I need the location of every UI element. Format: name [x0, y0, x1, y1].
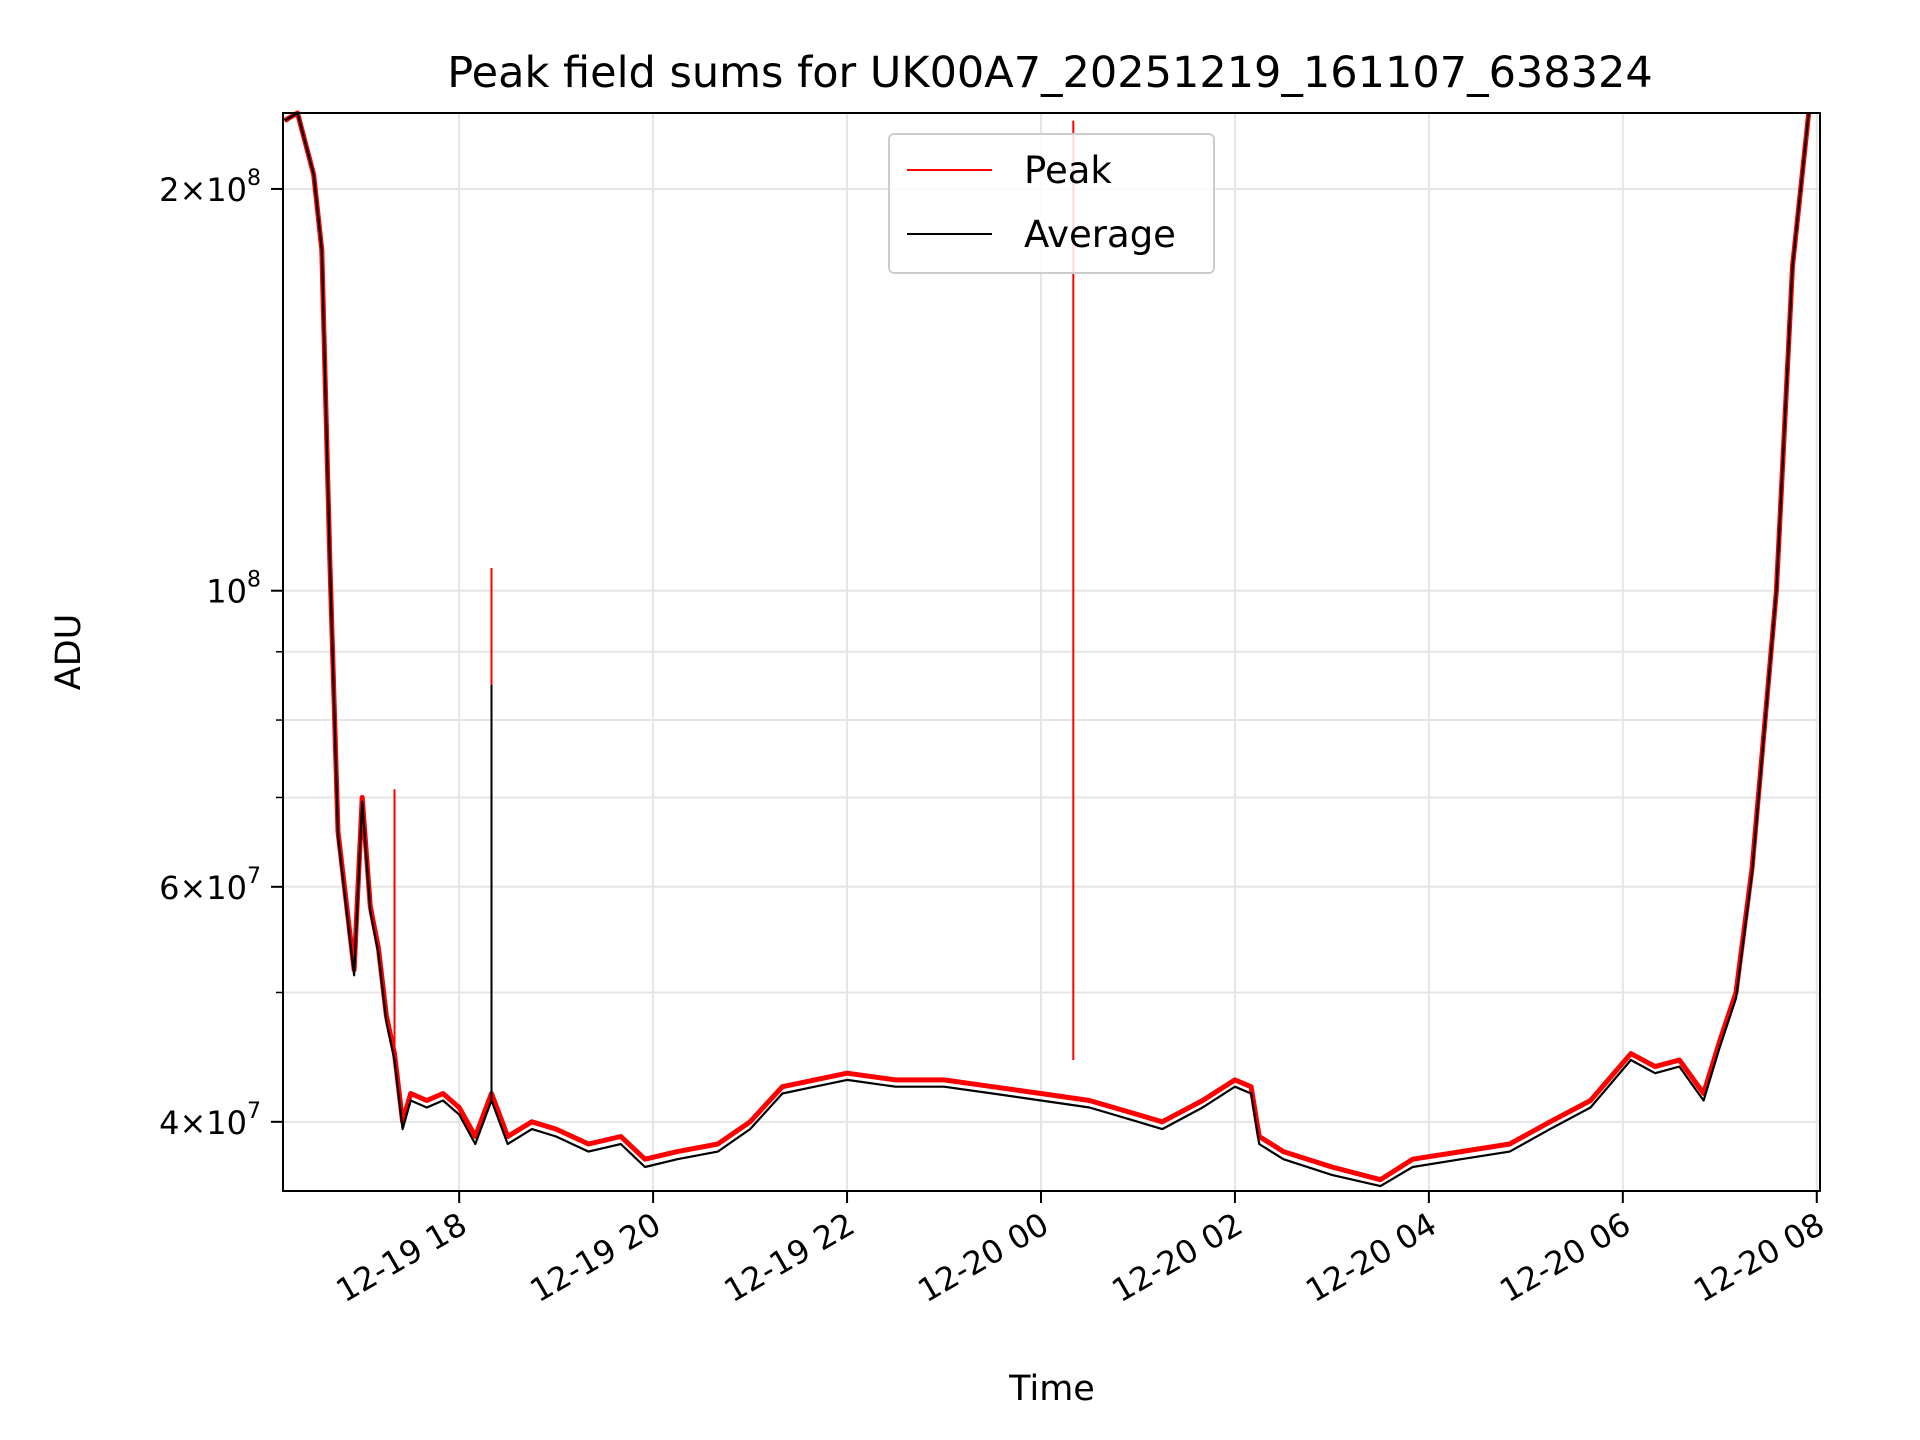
y-axis-label: ADU: [49, 614, 89, 691]
series-line-average: [284, 111, 1810, 1188]
x-axis-label: Time: [1008, 1369, 1095, 1409]
y-tick-label: 108: [206, 568, 261, 611]
legend-peak-label: Peak: [1024, 149, 1112, 192]
legend: Peak Average: [888, 133, 1215, 274]
chart-title: Peak field sums for UK00A7_20251219_1611…: [447, 48, 1652, 98]
y-tick-label: 4×107: [159, 1099, 261, 1142]
y-tick-label: 6×107: [159, 864, 261, 907]
legend-average-label: Average: [1024, 213, 1176, 256]
y-tick-label: 2×108: [159, 166, 261, 209]
plot-lines: [283, 110, 1812, 1188]
legend-box: [888, 133, 1215, 274]
grid: [283, 113, 1820, 1191]
